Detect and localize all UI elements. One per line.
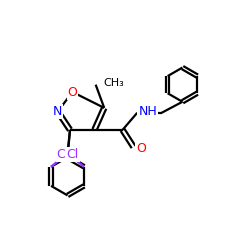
Text: Cl: Cl bbox=[66, 148, 78, 161]
Text: CH₃: CH₃ bbox=[103, 78, 124, 88]
Text: N: N bbox=[53, 105, 62, 118]
Text: O: O bbox=[68, 86, 78, 98]
Text: Cl: Cl bbox=[56, 148, 69, 161]
Text: NH: NH bbox=[138, 105, 157, 118]
Text: O: O bbox=[136, 142, 146, 155]
